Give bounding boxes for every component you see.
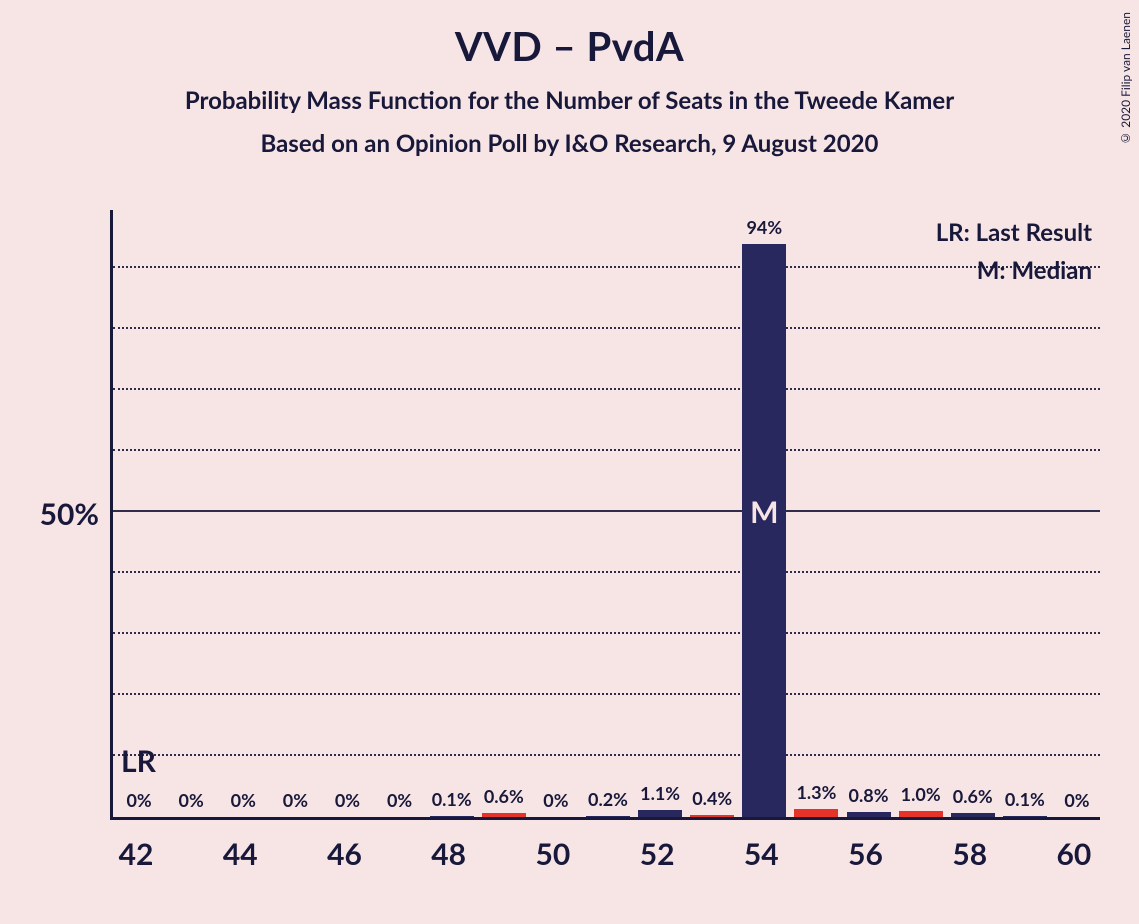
bar-value-label: 1.1% [640,782,680,810]
x-axis-tick-label: 46 [327,836,362,872]
x-axis-tick-label: 54 [744,836,779,872]
bar-value-label: 94% [746,216,782,244]
bar [951,813,995,817]
bar-slot: 0.6% [478,210,530,817]
x-axis-tick-label: 58 [952,836,987,872]
bar-value-label: 0.2% [588,788,628,816]
bar [638,810,682,817]
bar-value-label: 0% [387,789,412,817]
bar-slot: 0% [374,210,426,817]
bar-slot: 0% [530,210,582,817]
bar-highlight [794,809,838,817]
bar-slot: 0.1% [426,210,478,817]
chart-subtitle-2: Based on an Opinion Poll by I&O Research… [0,129,1139,158]
bar-slot: 0.4% [686,210,738,817]
chart-title: VVD – PvdA [0,0,1139,70]
copyright-text: © 2020 Filip van Laenen [1118,12,1133,146]
bar-value-label: 1.0% [901,783,941,811]
x-axis-tick-label: 42 [119,836,154,872]
bar-value-label: 0.6% [484,785,524,813]
x-axis-tick-label: 56 [848,836,883,872]
plot-area: LR: Last Result M: Median 50% LR 0%0%0%0… [110,210,1100,820]
median-marker: M [750,494,778,530]
bar-value-label: 0% [1064,789,1089,817]
bar-slot: 94% M [738,210,790,817]
bar [847,812,891,817]
bar-value-label: 0.8% [849,784,889,812]
bar-slot: 1.0% [895,210,947,817]
x-axis-labels: 42 44 46 48 50 52 54 56 58 60 [110,830,1100,870]
bar-value-label: 0.4% [692,787,732,815]
bar-slot: 0.2% [582,210,634,817]
bar-value-label: 0% [283,789,308,817]
bar-value-label: 0.1% [1005,788,1045,816]
x-axis-tick-label: 48 [431,836,466,872]
x-axis-tick-label: 50 [535,836,570,872]
bar-value-label: 0% [335,789,360,817]
bar-slot: 0% [217,210,269,817]
bar-value-label: 0% [126,789,151,817]
chart-subtitle-1: Probability Mass Function for the Number… [0,86,1139,115]
bar-slot: 0% [1051,210,1103,817]
bar-value-label: 0.6% [953,785,993,813]
x-axis-tick-label: 52 [640,836,675,872]
bar-slot: 0% [269,210,321,817]
bar [586,816,630,817]
bar-slot: 0% [165,210,217,817]
x-axis-tick-label: 60 [1057,836,1092,872]
bar-value-label: 1.3% [796,781,836,809]
bar-value-label: 0% [179,789,204,817]
bar-highlight [690,815,734,817]
bar [430,816,474,817]
bar-value-label: 0.1% [432,788,472,816]
bar [1003,816,1047,817]
bar-highlight [899,811,943,817]
bar-highlight [482,813,526,817]
bar-slot: 0.1% [999,210,1051,817]
bar-slot: 0.8% [842,210,894,817]
bar-slot: 1.3% [790,210,842,817]
bar-slot: 1.1% [634,210,686,817]
y-axis-label-50: 50% [40,496,113,532]
bar-slot: 0% [321,210,373,817]
bar-value-label: 0% [231,789,256,817]
bars-container: 0% 0% 0% 0% 0% 0% 0.1% 0.6% 0% 0.2% 1.1% 0.4% 94% M 1.… [113,210,1100,817]
chart-area: LR: Last Result M: Median 50% LR 0%0%0%0… [110,210,1120,850]
x-axis-tick-label: 44 [223,836,258,872]
bar-slot: 0% [113,210,165,817]
bar-slot: 0.6% [947,210,999,817]
bar-value-label: 0% [543,789,568,817]
